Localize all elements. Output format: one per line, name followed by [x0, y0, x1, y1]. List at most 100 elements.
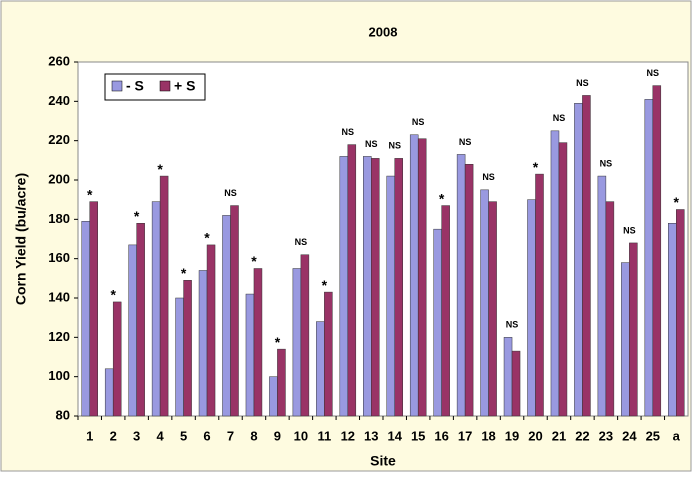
x-tick-label: 3: [133, 428, 140, 443]
x-tick-label: 13: [364, 428, 378, 443]
bar: [394, 158, 403, 417]
bar: [324, 291, 333, 417]
bar: [112, 301, 122, 417]
bar: [644, 99, 654, 417]
y-axis-label: Corn Yield (bu/acre): [13, 173, 29, 305]
x-tick-label: 23: [599, 428, 613, 443]
bar: [104, 368, 114, 417]
significance-label: *: [181, 265, 187, 281]
significance-label: *: [204, 230, 210, 246]
bar: [339, 156, 349, 417]
bar: [511, 350, 521, 417]
significance-label: NS: [482, 172, 495, 182]
significance-label: *: [322, 277, 328, 293]
y-tick-label: 180: [48, 211, 70, 226]
bar: [300, 254, 310, 417]
bar: [441, 205, 450, 417]
x-tick-label: 21: [552, 428, 566, 443]
significance-label: NS: [553, 113, 566, 123]
significance-label: NS: [576, 78, 589, 88]
x-tick-label: 2: [110, 428, 117, 443]
bar: [222, 215, 231, 417]
x-tick-label: 17: [458, 428, 472, 443]
bar: [81, 221, 90, 417]
bar: [464, 164, 474, 417]
x-tick-label: 6: [203, 428, 210, 443]
plot-area: [77, 61, 689, 417]
x-tick-label: 8: [250, 428, 257, 443]
legend-swatch: [111, 80, 123, 92]
significance-label: *: [533, 159, 539, 175]
bar: [277, 348, 286, 417]
bar: [621, 262, 630, 417]
significance-label: *: [157, 161, 163, 177]
significance-label: NS: [388, 141, 401, 151]
y-tick-label: 220: [48, 132, 70, 147]
bar: [488, 201, 497, 417]
bar: [363, 156, 372, 417]
bar: [245, 293, 255, 417]
bar: [535, 173, 544, 417]
y-tick-label: 260: [48, 53, 70, 68]
significance-label: *: [439, 190, 445, 206]
y-tick-label: 140: [48, 289, 70, 304]
significance-label: NS: [600, 158, 613, 168]
bar: [175, 297, 184, 417]
significance-label: *: [110, 287, 116, 303]
bar: [629, 242, 638, 417]
significance-label: *: [134, 208, 140, 224]
x-tick-label: 9: [274, 428, 281, 443]
bar: [652, 85, 662, 417]
significance-label: NS: [459, 137, 472, 147]
bar: [605, 201, 615, 417]
x-tick-label: 15: [411, 428, 425, 443]
bar: [668, 223, 677, 417]
x-tick-label: 7: [227, 428, 234, 443]
x-tick-label: 4: [156, 428, 164, 443]
x-tick-label: 20: [528, 428, 542, 443]
bar: [550, 130, 560, 417]
bar: [128, 244, 137, 417]
bar: [409, 134, 419, 417]
x-tick-label: 5: [180, 428, 187, 443]
significance-label: NS: [295, 237, 308, 247]
legend-label: - S: [126, 78, 144, 94]
x-tick-label: 25: [646, 428, 660, 443]
x-tick-label: 19: [505, 428, 519, 443]
bar: [456, 154, 466, 417]
significance-label: NS: [365, 139, 378, 149]
y-tick-label: 160: [48, 250, 70, 265]
bar: [292, 268, 302, 417]
y-tick-label: 120: [48, 329, 70, 344]
x-tick-label: 24: [622, 428, 637, 443]
bar: [183, 280, 192, 417]
significance-label: *: [275, 334, 281, 350]
bar: [480, 189, 489, 417]
bar: [574, 103, 583, 417]
bar: [198, 270, 208, 417]
bar: [527, 199, 536, 417]
bar: [558, 142, 568, 417]
chart-title: 2008: [369, 24, 398, 39]
bar: [503, 337, 513, 417]
x-tick-label: 22: [575, 428, 589, 443]
significance-label: NS: [623, 225, 636, 235]
bar: [347, 144, 357, 417]
significance-label: NS: [342, 127, 355, 137]
significance-label: *: [251, 253, 257, 269]
legend-swatch: [159, 80, 171, 92]
significance-label: NS: [412, 117, 425, 127]
bar: [417, 138, 427, 417]
significance-label: NS: [224, 188, 237, 198]
bar: [89, 201, 98, 417]
x-tick-label: 12: [341, 428, 355, 443]
significance-label: *: [87, 186, 93, 202]
bar: [230, 205, 239, 417]
x-tick-label: 18: [481, 428, 495, 443]
x-tick-label: 1: [86, 428, 93, 443]
y-tick-label: 200: [48, 171, 70, 186]
bar: [151, 201, 161, 417]
y-tick-label: 100: [48, 368, 70, 383]
bar: [253, 268, 263, 417]
